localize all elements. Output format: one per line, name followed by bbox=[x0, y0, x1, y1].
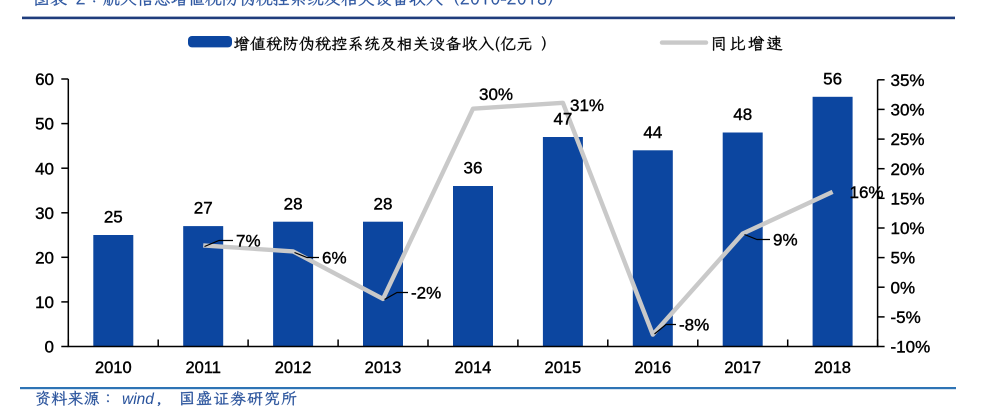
svg-text:9%: 9% bbox=[773, 231, 798, 250]
svg-text:2011: 2011 bbox=[185, 359, 220, 377]
svg-text:7%: 7% bbox=[236, 232, 261, 251]
svg-text:16%: 16% bbox=[850, 183, 884, 202]
svg-text:2017: 2017 bbox=[724, 359, 761, 377]
svg-text:27: 27 bbox=[194, 199, 213, 218]
svg-text:6%: 6% bbox=[322, 249, 347, 268]
svg-text:47: 47 bbox=[553, 110, 572, 129]
svg-text:2015: 2015 bbox=[545, 359, 582, 377]
svg-text:2016: 2016 bbox=[634, 359, 671, 377]
svg-text:31%: 31% bbox=[570, 96, 604, 115]
svg-text:30%: 30% bbox=[479, 85, 513, 104]
svg-text:28: 28 bbox=[374, 194, 393, 213]
svg-text:44: 44 bbox=[643, 123, 662, 142]
svg-text:-8%: -8% bbox=[679, 316, 709, 335]
svg-text:2010: 2010 bbox=[95, 359, 132, 377]
svg-text:0: 0 bbox=[45, 338, 54, 357]
svg-text:60: 60 bbox=[35, 70, 54, 89]
svg-text:10: 10 bbox=[35, 293, 54, 312]
svg-text:20%: 20% bbox=[891, 160, 925, 179]
svg-text:2014: 2014 bbox=[455, 359, 492, 377]
svg-text:0%: 0% bbox=[891, 278, 916, 297]
svg-text:25%: 25% bbox=[891, 130, 925, 149]
svg-text:28: 28 bbox=[284, 194, 303, 213]
svg-text:36: 36 bbox=[464, 159, 483, 178]
svg-text:40: 40 bbox=[35, 159, 54, 178]
svg-text:-5%: -5% bbox=[891, 308, 921, 327]
svg-text:50: 50 bbox=[35, 115, 54, 134]
svg-text:20: 20 bbox=[35, 248, 54, 267]
svg-text:56: 56 bbox=[823, 69, 842, 88]
svg-text:48: 48 bbox=[733, 105, 752, 124]
svg-text:wind: wind bbox=[122, 391, 155, 408]
svg-text:25: 25 bbox=[104, 208, 123, 227]
svg-text:15%: 15% bbox=[891, 189, 925, 208]
svg-text:2012: 2012 bbox=[275, 359, 312, 377]
svg-text:5%: 5% bbox=[891, 249, 916, 268]
svg-text:30%: 30% bbox=[891, 101, 925, 120]
svg-text:10%: 10% bbox=[891, 219, 925, 238]
svg-text:2013: 2013 bbox=[365, 359, 402, 377]
svg-text:35%: 35% bbox=[891, 71, 925, 90]
svg-text:30: 30 bbox=[35, 204, 54, 223]
svg-text:-2%: -2% bbox=[411, 284, 441, 303]
svg-text:-10%: -10% bbox=[891, 338, 931, 357]
svg-text:2018: 2018 bbox=[814, 359, 851, 377]
